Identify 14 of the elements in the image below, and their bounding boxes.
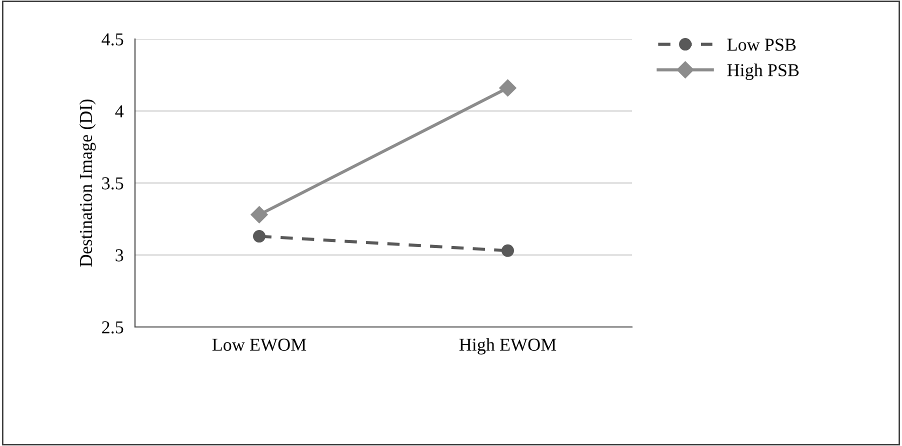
point	[502, 244, 514, 257]
point	[250, 206, 268, 224]
legend-label: High PSB	[727, 64, 799, 80]
legend-label: Low PSB	[727, 38, 796, 51]
point	[253, 230, 266, 243]
point	[499, 79, 516, 97]
y-tick-label: 3.5	[102, 177, 124, 190]
x-tick-label: Low EWOM	[212, 338, 306, 351]
x-tick-label: High EWOM	[459, 338, 556, 355]
y-tick-label: 3	[116, 249, 124, 262]
y-axis-title: Destination Image (DI)	[79, 100, 96, 267]
y-tick-label: 2.5	[102, 321, 124, 334]
y-tick-label: 4	[115, 105, 124, 118]
y-tick-label: 4.5	[102, 33, 124, 46]
